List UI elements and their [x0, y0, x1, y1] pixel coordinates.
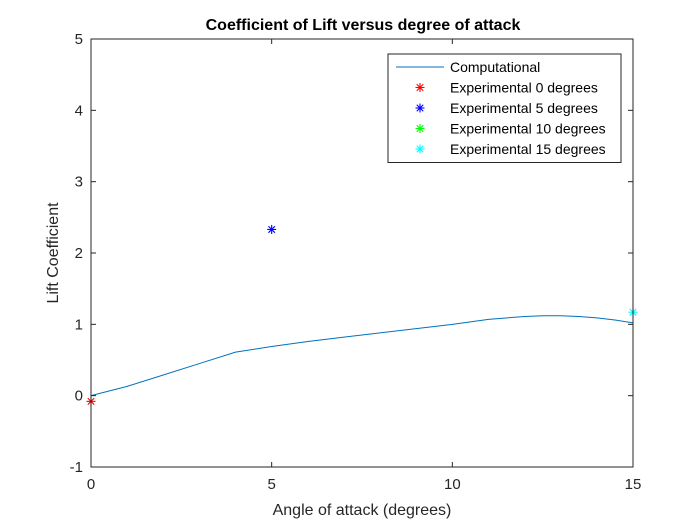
- series-line-computational: [90, 315, 634, 397]
- legend-entry: Experimental 10 degrees: [450, 121, 606, 137]
- legend: Computational Experimental 0 degrees Exper…: [387, 53, 622, 163]
- x-tick-label: 0: [87, 476, 95, 493]
- y-tick-label: 0: [75, 388, 83, 405]
- x-tick-label: 15: [625, 476, 642, 493]
- x-tick-label: 10: [444, 476, 461, 493]
- y-tick-label: 4: [75, 102, 83, 119]
- y-tick-label: 1: [75, 316, 83, 333]
- y-tick-label: 3: [75, 174, 83, 191]
- y-tick-label: 2: [75, 245, 83, 262]
- legend-swatch: [415, 144, 425, 154]
- data-point-series-2: [267, 224, 277, 234]
- y-tick-label: -1: [70, 459, 83, 476]
- legend-entry: Experimental 0 degrees: [450, 80, 598, 96]
- x-tick-label: 5: [267, 476, 275, 493]
- legend-swatch: [415, 83, 425, 92]
- legend-box: [387, 53, 622, 163]
- legend-entry: Experimental 15 degrees: [450, 141, 606, 157]
- x-axis-label: Angle of attack (degrees): [273, 502, 452, 519]
- legend-entry: Computational: [450, 59, 540, 75]
- y-axis-label: Lift Coefficient: [45, 202, 62, 304]
- legend-swatch: [415, 103, 425, 113]
- y-tick-label: 5: [75, 31, 83, 48]
- chart-title: Coefficient of Lift versus degree of att…: [206, 17, 521, 34]
- legend-swatch: [415, 124, 425, 133]
- legend-entry: Experimental 5 degrees: [450, 100, 598, 116]
